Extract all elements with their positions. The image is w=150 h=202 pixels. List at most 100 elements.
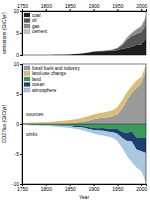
y-tick: 5 (16, 30, 22, 36)
area-3 (22, 16, 146, 55)
legend-item: gas (24, 24, 40, 29)
legend-item: cement (24, 29, 48, 34)
x-tick: 1950 (112, 184, 123, 192)
y-tick-label: 10 (13, 8, 19, 14)
legend-label: coal (32, 13, 40, 18)
legend-item: atmosphere (24, 88, 57, 93)
annotation: sinks (26, 131, 38, 137)
legend-swatch (24, 13, 30, 17)
zero-line (22, 124, 146, 125)
y-tick-label: 5 (16, 91, 19, 97)
x-tick-mark (141, 9, 142, 11)
y-tick: 0 (16, 121, 22, 127)
x-tick: 1850 (65, 3, 76, 11)
y-tick-mark (20, 11, 22, 12)
legend-label: fossil fuels and industry (32, 66, 80, 71)
y-tick-mark (20, 184, 22, 185)
area-2 (22, 18, 146, 55)
legend-label: atmosphere (32, 88, 57, 93)
y-axis: 0 5 10 (13, 8, 22, 58)
x-tick: 1900 (88, 184, 99, 192)
figure: 1750180018501900195020000510emissions (G… (0, 0, 150, 202)
x-tick-label: 1900 (88, 186, 99, 192)
x-tick-mark (70, 9, 71, 11)
plot-area (22, 16, 146, 55)
y-tick: 10 (13, 8, 22, 14)
x-tick: 1800 (41, 184, 52, 192)
x-tick-label: 2000 (136, 186, 147, 192)
legend-swatch (24, 30, 30, 34)
x-tick-label: 2000 (136, 3, 147, 9)
legend-swatch (24, 72, 30, 76)
y-tick-label: 0 (16, 121, 19, 127)
chart: 1750180018501900195020000510emissions (G… (1, 3, 147, 58)
legend-label: oil (32, 18, 37, 23)
y-tick: -5 (15, 151, 22, 157)
plot-frame (22, 11, 146, 55)
x-tick: 2000 (136, 184, 147, 192)
x-axis: 175018001850190019502000 (17, 184, 148, 192)
area-1 (22, 65, 146, 124)
area-4 (22, 125, 146, 184)
legend-label: ocean (32, 82, 45, 87)
y-tick-mark (20, 55, 22, 56)
legend-label: cement (32, 29, 48, 34)
y-tick-label: 0 (16, 52, 19, 58)
legend-item: oil (24, 18, 37, 23)
annotation: sources (26, 111, 44, 117)
legend-item: land-use change (24, 71, 66, 76)
legend-item: fossil fuels and industry (24, 66, 80, 71)
y-tick: 0 (16, 52, 22, 58)
y-tick: 10 (13, 61, 22, 67)
x-tick: 1950 (112, 3, 123, 11)
legend-swatch (24, 19, 30, 23)
y-tick-label: 10 (13, 61, 19, 67)
legend-item: coal (24, 13, 40, 18)
y-tick-label: 5 (16, 30, 19, 36)
y-axis: -10 -5 0 5 10 (12, 61, 23, 187)
legend-label: land-use change (32, 71, 66, 76)
x-tick-label: 1800 (41, 186, 52, 192)
legend-item: ocean (24, 82, 45, 87)
x-tick-label: 1900 (88, 3, 99, 9)
legend: fossil fuels and industryland-use change… (24, 66, 80, 93)
x-tick: 1850 (65, 184, 76, 192)
x-axis-title: Year (79, 194, 89, 200)
legend-label: land (32, 77, 41, 82)
y-tick-mark (20, 154, 22, 155)
y-axis-title: CO2 flux (GtC/yr) (1, 104, 7, 143)
y-axis-title: emissions (GtC/yr) (1, 12, 7, 54)
x-axis: 175018001850190019502000 (17, 3, 148, 12)
x-tick-label: 1850 (65, 186, 76, 192)
x-tick-mark (46, 9, 47, 11)
y-tick-mark (20, 64, 22, 65)
x-tick: 1900 (88, 3, 99, 11)
legend-swatch (24, 66, 30, 70)
chart: 175018001850190019502000-10-50510CO2 flu… (1, 61, 147, 200)
legend-swatch (24, 88, 30, 92)
legend: coaloilgascement (24, 13, 48, 34)
x-tick-mark (117, 9, 118, 11)
x-tick-label: 1850 (65, 3, 76, 9)
y-tick-mark (20, 94, 22, 95)
y-tick-mark (20, 124, 22, 125)
y-tick-mark (20, 33, 22, 34)
x-tick-label: 1950 (112, 186, 123, 192)
legend-swatch (24, 83, 30, 87)
legend-label: gas (32, 24, 40, 29)
plot-area (22, 65, 146, 183)
x-tick-mark (94, 9, 95, 11)
x-tick-label: 1800 (41, 3, 52, 9)
area-1 (22, 25, 146, 55)
legend-item: land (24, 77, 41, 82)
x-tick-mark (22, 9, 23, 11)
y-tick-label: -5 (15, 151, 20, 157)
x-tick: 1800 (41, 3, 52, 11)
y-tick: -10 (12, 181, 22, 187)
y-tick-label: -10 (12, 181, 19, 187)
legend-swatch (24, 24, 30, 28)
y-tick: 5 (16, 91, 22, 97)
legend-swatch (24, 77, 30, 81)
x-tick: 2000 (136, 3, 147, 11)
x-tick-label: 1950 (112, 3, 123, 9)
